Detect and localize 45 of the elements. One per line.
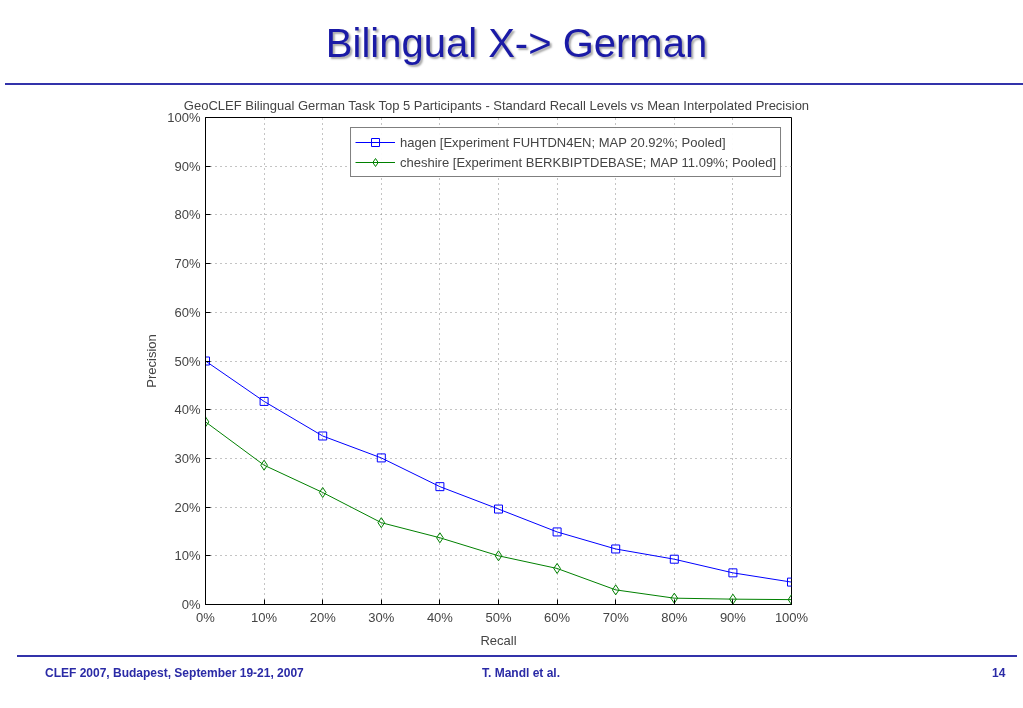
x-tick-label: 60% xyxy=(544,609,571,625)
y-tick-label: 0% xyxy=(181,597,201,612)
legend-label: hagen [Experiment FUHTDN4EN; MAP 20.92%; Pooled] xyxy=(400,134,726,150)
point xyxy=(494,504,503,514)
point xyxy=(435,482,445,492)
x-tick-label: 10% xyxy=(251,609,278,625)
x-tick-label: 30% xyxy=(368,609,395,625)
point xyxy=(259,396,269,406)
point xyxy=(611,544,621,554)
x-tick-label: 0% xyxy=(196,609,216,625)
x-axis-title: Recall xyxy=(480,632,517,648)
y-tick-label: 20% xyxy=(174,499,201,515)
y-tick-label: 50% xyxy=(174,353,201,369)
y-tick-label: 60% xyxy=(174,304,201,320)
point xyxy=(728,568,738,578)
y-tick-label: 10% xyxy=(174,548,201,564)
point xyxy=(669,554,679,564)
legend-label: cheshire [Experiment BERKBIPTDEBASE; MAP 11.09%; Pooled] xyxy=(400,154,776,170)
text: CLEF 2007, Budapest, September 19-21, 2007 xyxy=(45,665,304,682)
x-tick-label: 100% xyxy=(774,609,809,625)
y-tick-label: 80% xyxy=(174,207,201,223)
y-axis-title: Precision xyxy=(144,334,160,388)
point xyxy=(377,517,386,529)
x-tick-label: 90% xyxy=(719,609,747,625)
point xyxy=(376,453,386,463)
point xyxy=(611,584,620,596)
x-tick-label: 70% xyxy=(602,609,630,625)
text: 14 xyxy=(992,665,1006,682)
y-tick-label: 30% xyxy=(174,450,201,466)
y-tick-label: 90% xyxy=(174,158,201,174)
point xyxy=(670,592,679,604)
x-tick-label: 40% xyxy=(426,609,454,625)
point xyxy=(552,527,562,537)
x-tick-label: 80% xyxy=(661,609,688,625)
x-tick-label: 50% xyxy=(485,609,512,625)
y-tick-label: 100% xyxy=(167,110,201,125)
text: T. Mandl et al. xyxy=(482,665,561,682)
chart-title: Bilingual X-> German xyxy=(325,20,708,67)
point xyxy=(318,486,327,498)
point xyxy=(494,550,503,562)
x-tick-label: 20% xyxy=(309,609,337,625)
y-tick-label: 70% xyxy=(174,256,201,272)
y-tick-label: 40% xyxy=(174,402,201,418)
point xyxy=(318,431,328,441)
chart-subtitle: GeoCLEF Bilingual German Task Top 5 Participants - Standard Recall Levels vs Mean Interpolated Precision xyxy=(183,97,810,113)
